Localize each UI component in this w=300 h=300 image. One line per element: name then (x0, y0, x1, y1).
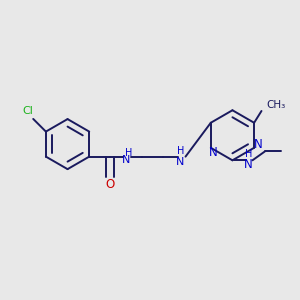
Text: N: N (122, 155, 130, 165)
Text: Cl: Cl (23, 106, 34, 116)
Text: H: H (245, 149, 252, 159)
Text: N: N (254, 138, 263, 151)
Text: H: H (125, 148, 132, 158)
Text: O: O (105, 178, 115, 191)
Text: CH₃: CH₃ (266, 100, 286, 110)
Text: N: N (209, 146, 218, 159)
Text: H: H (177, 146, 184, 156)
Text: N: N (244, 158, 253, 171)
Text: N: N (176, 157, 185, 167)
